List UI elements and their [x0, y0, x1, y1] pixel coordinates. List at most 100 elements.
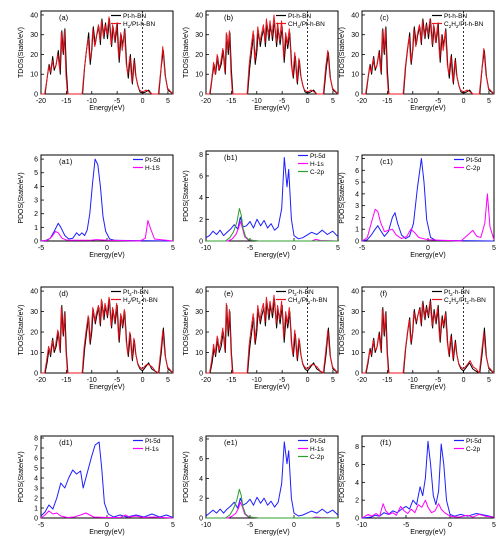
- y-tick-label: 20: [195, 52, 203, 59]
- y-axis-label: TDOS(State/eV): [18, 305, 25, 356]
- y-tick-label: 0: [199, 239, 203, 246]
- y-tick-label: 30: [351, 32, 359, 39]
- y-tick-label: 4: [355, 191, 359, 198]
- y-tick-label: 5: [34, 170, 38, 177]
- x-tick-label: 0: [141, 98, 145, 105]
- x-tick-label: -5: [114, 377, 120, 384]
- x-tick-label: -20: [357, 377, 367, 384]
- series-line-pt-5d: [205, 157, 339, 240]
- x-tick-label: 5: [171, 522, 175, 529]
- y-tick-label: 0: [34, 371, 38, 378]
- panel-label: (e1): [224, 438, 238, 447]
- y-tick-label: 0: [355, 371, 359, 378]
- legend-label: Pt-5d: [145, 157, 161, 164]
- x-axis-label: Energy(eV): [254, 252, 289, 259]
- y-tick-label: 30: [30, 32, 38, 39]
- y-tick-label: 20: [195, 330, 203, 337]
- legend-label: C-2p: [466, 165, 480, 172]
- panel-b1: -10 -5 0 5 0 2 4 6 8 Energy(eV) PDOS(State/eV) (b1)…: [183, 150, 340, 259]
- y-axis-label: PDOS(State/eV): [339, 451, 346, 502]
- y-axis-label: TDOS(State/eV): [18, 27, 25, 78]
- x-tick-label: 5: [487, 377, 491, 384]
- legend-label: Pt2-h-BN: [444, 289, 470, 297]
- x-tick-label: 0: [105, 522, 109, 529]
- y-tick-label: 20: [351, 330, 359, 337]
- x-tick-label: -20: [36, 98, 46, 105]
- y-tick-label: 1: [34, 225, 38, 232]
- legend-label: H-1S: [145, 165, 160, 172]
- plot-frame: [205, 286, 339, 374]
- x-axis-label: Energy(eV): [254, 529, 289, 536]
- series-line-ch4-pt2-h-bn: [206, 294, 339, 374]
- y-tick-label: 8: [199, 152, 203, 159]
- y-axis-label: TDOS(State/eV): [183, 305, 190, 356]
- y-tick-label: 2: [199, 217, 203, 224]
- panel-a: -20 -15 -10 -5 0 5 0 10 20 30 40 Energy(eV) TDOS(Sta…: [18, 10, 174, 112]
- series-line-pt-h-bn: [362, 18, 495, 95]
- x-tick-label: -5: [279, 377, 285, 384]
- legend-label: Pt-h-BN: [288, 13, 311, 20]
- x-tick-label: 0: [426, 245, 430, 252]
- series-line-c2h2-pt-h-bn: [362, 18, 495, 95]
- legend: Pt-5dC-2p: [454, 157, 482, 172]
- y-tick-label: 0: [355, 239, 359, 246]
- x-tick-label: -5: [403, 522, 409, 529]
- y-tick-label: 8: [355, 444, 359, 451]
- legend-label: Pt-5d: [310, 438, 326, 445]
- y-tick-label: 40: [195, 289, 203, 296]
- x-axis-label: Energy(eV): [89, 252, 124, 259]
- panel-label: (d1): [59, 438, 73, 447]
- x-tick-label: 5: [336, 245, 340, 252]
- series-line-h-1s: [206, 501, 339, 519]
- x-tick-label: 0: [462, 377, 466, 384]
- x-tick-label: -15: [226, 377, 236, 384]
- series-line-h-1s: [206, 221, 339, 242]
- legend-label: C2H2/Pt2-h-BN: [444, 297, 486, 305]
- y-tick-label: 5: [34, 466, 38, 473]
- y-tick-label: 40: [195, 12, 203, 19]
- y-tick-label: 3: [34, 486, 38, 493]
- x-tick-label: -15: [61, 98, 71, 105]
- x-tick-label: -15: [61, 377, 71, 384]
- x-tick-label: 0: [141, 377, 145, 384]
- y-tick-label: 2: [34, 211, 38, 218]
- y-tick-label: 0: [199, 371, 203, 378]
- y-tick-label: 1: [34, 506, 38, 513]
- x-tick-label: -5: [359, 245, 365, 252]
- y-tick-label: 10: [195, 350, 203, 357]
- y-tick-label: 2: [355, 498, 359, 505]
- y-tick-label: 40: [351, 289, 359, 296]
- x-tick-label: 0: [292, 522, 296, 529]
- x-tick-label: -10: [252, 98, 262, 105]
- x-tick-label: 5: [336, 522, 340, 529]
- x-tick-label: 0: [448, 522, 452, 529]
- y-tick-label: 4: [34, 184, 38, 191]
- series-line-h2-pt-h-bn: [41, 16, 174, 95]
- legend-label: Pt-5d: [310, 153, 326, 160]
- x-tick-label: 5: [331, 98, 335, 105]
- x-tick-label: -20: [201, 98, 211, 105]
- x-axis-label: Energy(eV): [254, 384, 289, 391]
- legend: Pt-5dH-1s: [133, 438, 161, 453]
- y-tick-label: 6: [34, 456, 38, 463]
- panel-label: (f1): [380, 438, 392, 447]
- series-line-h2-pt2-h-bn: [41, 296, 174, 374]
- legend-label: C2H2/Pt-h-BN: [444, 21, 484, 29]
- x-tick-label: -15: [382, 377, 392, 384]
- y-axis-label: PDOS(State/eV): [339, 172, 346, 223]
- y-tick-label: 0: [34, 516, 38, 523]
- legend-label: Pt-5d: [466, 438, 482, 445]
- y-tick-label: 0: [355, 92, 359, 99]
- legend-label: Pt-h-BN: [123, 13, 146, 20]
- y-tick-label: 3: [355, 203, 359, 210]
- panel-label: (b1): [224, 153, 238, 162]
- series-line-h-1s: [40, 510, 174, 519]
- x-tick-label: -20: [36, 377, 46, 384]
- x-tick-label: 0: [462, 98, 466, 105]
- y-axis-label: TDOS(State/eV): [183, 27, 190, 78]
